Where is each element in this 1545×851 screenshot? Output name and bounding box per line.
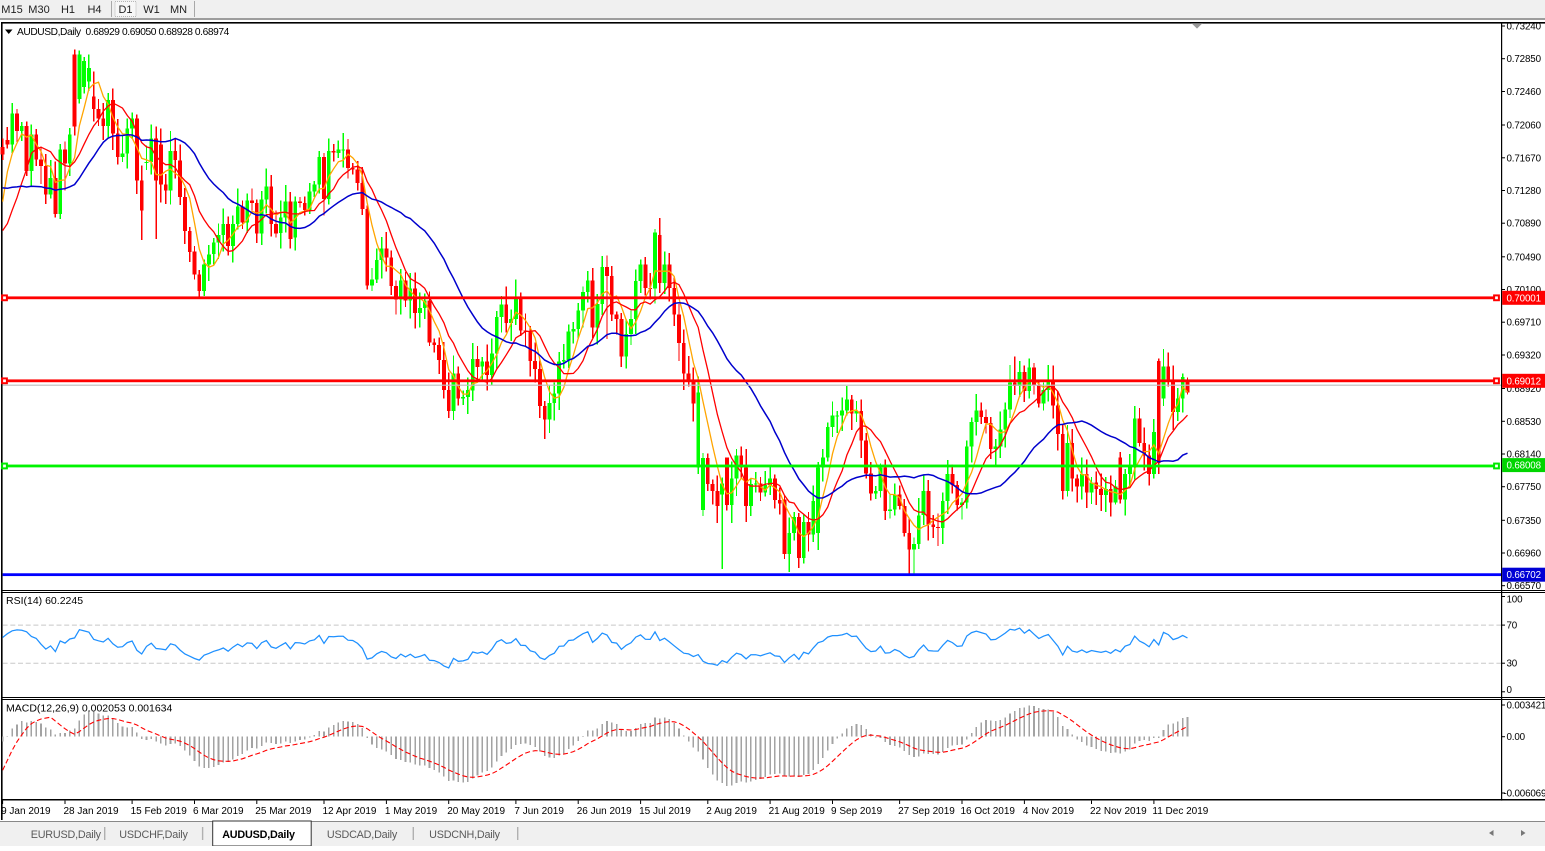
svg-text:7 Jun 2019: 7 Jun 2019 bbox=[514, 806, 564, 817]
svg-text:12 Apr 2019: 12 Apr 2019 bbox=[323, 806, 377, 817]
svg-text:0.68530: 0.68530 bbox=[1507, 417, 1542, 428]
svg-text:-0.006069: -0.006069 bbox=[1504, 789, 1545, 800]
svg-text:0.69710: 0.69710 bbox=[1507, 318, 1542, 329]
svg-text:0.00: 0.00 bbox=[1507, 732, 1526, 743]
svg-text:9 Jan 2019: 9 Jan 2019 bbox=[1, 806, 51, 817]
svg-text:0.67350: 0.67350 bbox=[1507, 516, 1542, 527]
svg-text:USDCNH,Daily: USDCNH,Daily bbox=[429, 829, 501, 841]
svg-text:2 Aug 2019: 2 Aug 2019 bbox=[706, 806, 757, 817]
svg-text:0.71670: 0.71670 bbox=[1507, 153, 1542, 164]
svg-text:M15: M15 bbox=[1, 4, 22, 16]
svg-text:M30: M30 bbox=[28, 4, 49, 16]
svg-text:15 Feb 2019: 15 Feb 2019 bbox=[131, 806, 188, 817]
svg-text:70: 70 bbox=[1507, 621, 1518, 632]
svg-text:16 Oct 2019: 16 Oct 2019 bbox=[961, 806, 1016, 817]
svg-text:USDCAD,Daily: USDCAD,Daily bbox=[327, 829, 398, 841]
svg-text:15 Jul 2019: 15 Jul 2019 bbox=[639, 806, 691, 817]
svg-text:0.71280: 0.71280 bbox=[1507, 186, 1542, 197]
svg-text:22 Nov 2019: 22 Nov 2019 bbox=[1090, 806, 1147, 817]
svg-text:30: 30 bbox=[1507, 659, 1518, 670]
svg-text:0.69320: 0.69320 bbox=[1507, 351, 1542, 362]
svg-text:D1: D1 bbox=[118, 4, 132, 16]
svg-text:RSI(14) 60.2245: RSI(14) 60.2245 bbox=[6, 595, 83, 607]
svg-text:EURUSD,Daily: EURUSD,Daily bbox=[31, 829, 102, 841]
svg-text:MACD(12,26,9) 0.002053 0.00163: MACD(12,26,9) 0.002053 0.001634 bbox=[6, 703, 173, 715]
svg-text:AUDUSD,Daily 0.68929 0.69050: AUDUSD,Daily 0.68929 0.69050 0.68928 0.6… bbox=[17, 27, 230, 38]
svg-text:20 May 2019: 20 May 2019 bbox=[447, 806, 505, 817]
svg-text:0.72460: 0.72460 bbox=[1507, 87, 1542, 98]
svg-text:H1: H1 bbox=[61, 4, 75, 16]
svg-text:0.73240: 0.73240 bbox=[1507, 22, 1542, 33]
svg-text:26 Jun 2019: 26 Jun 2019 bbox=[577, 806, 632, 817]
svg-text:0.69012: 0.69012 bbox=[1507, 376, 1541, 387]
svg-text:0.72850: 0.72850 bbox=[1507, 54, 1542, 65]
svg-text:0.72060: 0.72060 bbox=[1507, 121, 1542, 132]
svg-text:25 Mar 2019: 25 Mar 2019 bbox=[255, 806, 312, 817]
svg-text:0.66570: 0.66570 bbox=[1507, 581, 1542, 592]
svg-text:0.003421: 0.003421 bbox=[1507, 701, 1545, 712]
svg-text:0.70001: 0.70001 bbox=[1507, 293, 1541, 304]
svg-text:W1: W1 bbox=[143, 4, 160, 16]
svg-text:1 May 2019: 1 May 2019 bbox=[385, 806, 438, 817]
svg-text:0.67750: 0.67750 bbox=[1507, 482, 1542, 493]
svg-text:27 Sep 2019: 27 Sep 2019 bbox=[898, 806, 955, 817]
svg-text:MN: MN bbox=[170, 4, 187, 16]
svg-text:0.68008: 0.68008 bbox=[1507, 461, 1542, 472]
svg-text:0.70490: 0.70490 bbox=[1507, 252, 1542, 263]
svg-text:H4: H4 bbox=[87, 4, 101, 16]
svg-text:4 Nov 2019: 4 Nov 2019 bbox=[1023, 806, 1075, 817]
svg-text:0.66960: 0.66960 bbox=[1507, 549, 1542, 560]
svg-text:0: 0 bbox=[1507, 685, 1513, 696]
svg-text:9 Sep 2019: 9 Sep 2019 bbox=[831, 806, 883, 817]
svg-text:0.70890: 0.70890 bbox=[1507, 219, 1542, 230]
svg-text:AUDUSD,Daily: AUDUSD,Daily bbox=[222, 829, 295, 841]
svg-text:USDCHF,Daily: USDCHF,Daily bbox=[119, 829, 188, 841]
svg-text:6 Mar 2019: 6 Mar 2019 bbox=[193, 806, 244, 817]
svg-text:0.66702: 0.66702 bbox=[1507, 570, 1541, 581]
svg-text:28 Jan 2019: 28 Jan 2019 bbox=[64, 806, 119, 817]
svg-text:21 Aug 2019: 21 Aug 2019 bbox=[769, 806, 826, 817]
svg-text:11 Dec 2019: 11 Dec 2019 bbox=[1152, 806, 1208, 817]
svg-text:100: 100 bbox=[1507, 595, 1524, 606]
